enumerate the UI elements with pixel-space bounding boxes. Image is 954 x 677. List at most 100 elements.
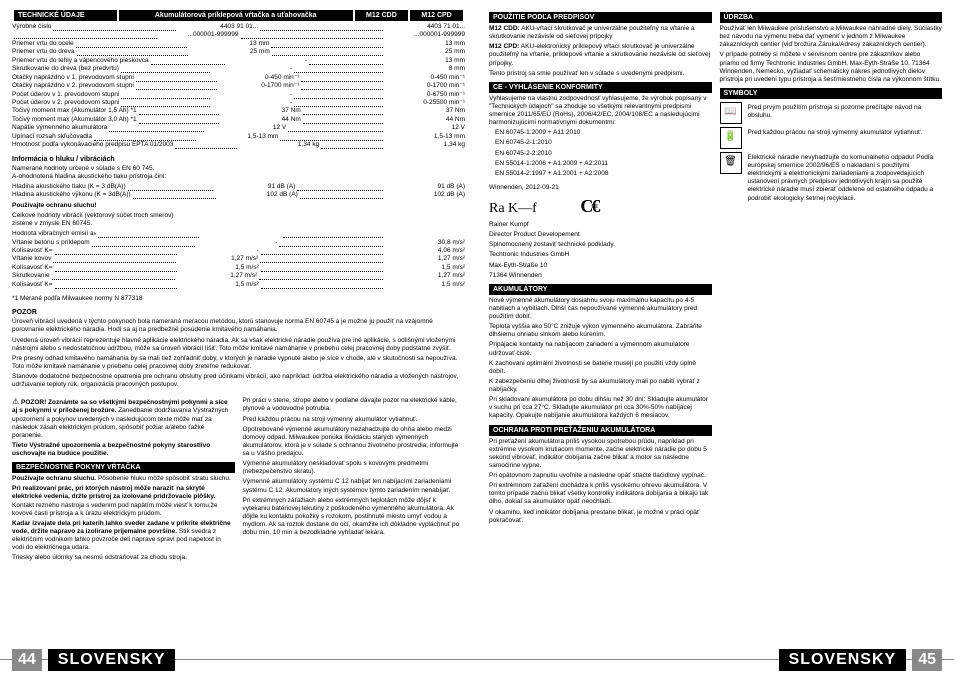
aku-p: Pripájacie kontakty na nabíjacom zariade… xyxy=(489,341,712,357)
th-3: M12 CDD xyxy=(355,10,408,21)
spec-row: Napätie výmenného akumulátora12 V12 V xyxy=(12,124,465,132)
spec-row: Upínací rozsah skľučovadla1,5-13 mm1,5-1… xyxy=(12,133,465,141)
ce-norm: EN 55014-2:1997 + A1:2001 + A2:2008 xyxy=(495,170,712,178)
spec-row: Hmotnosť podľa vykonávacieho predpisu EP… xyxy=(12,141,465,149)
left-page: TECHNICKÉ ÚDAJEAkumulátorová príklepová … xyxy=(0,0,477,677)
pozor-p: Stanovte dodatočné bezpečnostné opatreni… xyxy=(12,373,465,389)
spec-row: Otáčky naprázdno v 1. prevodovom stupni0… xyxy=(12,74,465,82)
ce-norm: EN 60745-1:2009 + A11:2010 xyxy=(495,129,712,137)
spec-row: Počet úderov v 1. prevodovom stupni-0-67… xyxy=(12,91,465,99)
ochrana-p: Pri extrémnom zaťažení dochádza k príliš… xyxy=(489,482,712,506)
spec-row: Otáčky naprázdno v 2. prevodovom stupni0… xyxy=(12,82,465,90)
ce-norm: EN 60745-2-1:2010 xyxy=(495,139,712,147)
th-1: TECHNICKÉ ÚDAJE xyxy=(14,10,117,21)
aku-p: Pri skladovaní akumulátora po dobu dlhši… xyxy=(489,396,712,420)
noise-title: Informácia o hluku / vibráciách xyxy=(12,156,465,163)
ce-addr: 71364 Winnenden xyxy=(489,272,712,280)
pouzitie-p: M12 CDD: AKU-vŕtací skrutkovač je univer… xyxy=(489,25,712,41)
footer-left: 44 SLOVENSKY xyxy=(12,649,175,671)
pozor-p: Pre presný odhad kmitavého namáhania by … xyxy=(12,355,465,371)
th-2: Akumulátorová príklepová vŕtačka a uťaho… xyxy=(119,10,353,21)
rc-p: Opotrebované výmenné akumulátory nezahad… xyxy=(243,426,466,459)
spec-row: Hladina akustického výkonu (K = 3dB(A))1… xyxy=(12,191,465,199)
signature: Ra K—f C€ xyxy=(489,196,712,217)
lang-left: SLOVENSKY xyxy=(48,649,176,671)
aku-h: AKUMULÁTORY xyxy=(489,284,712,295)
vib-intro: Celkové hodnoty vibrácií (vektorový súče… xyxy=(12,212,465,228)
bezp-h: BEZPEČNOSTNÉ POKYNY VŔTAČKA xyxy=(12,462,235,473)
spec-row: Točivý moment max (Akumulátor 1,5 Ah) *1… xyxy=(12,107,465,115)
symbol-row: 🔋Pred každou prácou na stroji výmenný ak… xyxy=(720,127,943,149)
right-page: POUŽITIE PODĽA PREDPISOV M12 CDD: AKU-vŕ… xyxy=(477,0,954,677)
page-44: 44 xyxy=(12,649,42,671)
ochrana-p: Pri preťažení akumulátora príliš vysokou… xyxy=(489,438,712,471)
spec-row: Vŕtanie kovov1,27 m/s²1,27 m/s² xyxy=(12,255,465,263)
rc-p: Pri práci v stene, strope alebo v podlah… xyxy=(243,397,466,413)
header-table: TECHNICKÉ ÚDAJEAkumulátorová príklepová … xyxy=(12,8,465,23)
bezp-p: Používajte ochranu sluchu. Pôsobenie hlu… xyxy=(12,475,235,483)
symbol-row: 📖Pred prvým použitím prístroja si pozorn… xyxy=(720,102,943,124)
spec-row: Kolísavosť K=1,5 m/s²1,5 m/s² xyxy=(12,264,465,272)
pozor-p: Uvedená úroveň vibrácií reprezentuje hla… xyxy=(12,337,465,353)
th-4: M12 CPD xyxy=(410,10,463,21)
rc-p: Pred každou prácou na stroji výmenný aku… xyxy=(243,416,466,424)
aku-p: Teplota vyššia ako 50°C znižuje výkon vý… xyxy=(489,323,712,339)
udrzba-h: ÚDRZBA xyxy=(720,12,943,23)
pouzitie-p: Tento prístroj sa smie používať len v sú… xyxy=(489,70,712,78)
spec-row: Hodnota vibračných emisií aₕ xyxy=(12,230,465,238)
spec-row: Priemer vrtu do dreva25 mm25 mm xyxy=(12,48,465,56)
ce-name: Rainer Kumpf xyxy=(489,221,712,229)
bezp-p: Pri realizovaní prác, pri ktorých nástro… xyxy=(12,485,235,518)
spec-row: Točivý moment max (Akumulátor 3,0 Ah) *1… xyxy=(12,116,465,124)
ochrana-h: OCHRANA PROTI PREŤAŽENIU AKUMULÁTORA xyxy=(489,425,712,436)
symbol-icon: 🔋 xyxy=(720,127,742,149)
aku-p: Nové výmenné akumulátory dosiahnu svoju … xyxy=(489,297,712,321)
symbol-row: 🗑Elektrické náradie nevyhadzujte do komu… xyxy=(720,152,943,205)
spec-row: Kolísavosť K=-4,06 m/s² xyxy=(12,247,465,255)
ochrana-p: Pri opätovnom zapnutiu uvoľnite a násled… xyxy=(489,472,712,480)
spec-row: Hladina akustického tlaku (K = 3 dB(A))9… xyxy=(12,183,465,191)
ce-norm: EN 55014-1:2006 + A1:2009 + A2:2011 xyxy=(495,160,712,168)
udrzba-p: V prípade potreby si môžete v servisnom … xyxy=(720,51,943,84)
ce-date: Winnenden, 2012-09-21 xyxy=(489,184,712,192)
pouzitie-h: POUŽITIE PODĽA PREDPISOV xyxy=(489,12,712,23)
spec-row: Skrutkovanie1,27 m/s²1,27 m/s² xyxy=(12,272,465,280)
udrzba-p: Používať len Milwaukee príslušenstvo a M… xyxy=(720,25,943,49)
aku-p: K zachovaní optimální životnosti se bate… xyxy=(489,360,712,376)
safety-head: ⚠ POZOR! Zoznámte sa so všetkými bezpečn… xyxy=(12,397,235,440)
spec-row: ...000001-999999...000001-999999 xyxy=(12,31,465,39)
symbol-icon: 📖 xyxy=(720,102,742,124)
page-45: 45 xyxy=(912,649,942,671)
noise-intro: Namerané hodnoty určené v súlade s EN 60… xyxy=(12,165,465,181)
footnote: *1 Merané podľa Milwaukee normy N 877318 xyxy=(12,295,465,303)
rc-p: Výmenné akumulátory neskladovať spolu s … xyxy=(243,460,466,476)
ochrana-p: V okamihu, keď indikátor dobíjania prest… xyxy=(489,509,712,525)
spec-row: Priemer vrtu do ocele13 mm13 mm xyxy=(12,40,465,48)
ce-norm: EN 60745-2-2:2010 xyxy=(495,150,712,158)
symbol-icon: 🗑 xyxy=(720,152,742,174)
spec-row: Počet úderov v 2. prevodovom stupni-0-25… xyxy=(12,99,465,107)
spec-row: Kolísavosť K=1,5 m/s²1,5 m/s² xyxy=(12,281,465,289)
spec-row: Skrutkovanie do dreva (bez predvrtu)-8 m… xyxy=(12,65,465,73)
rc-p: Výmenné akumulátory systému C 12 nabíjať… xyxy=(243,478,466,494)
rc-p: Pri extrémnych záťažiach alebo extrémnyc… xyxy=(243,497,466,538)
footer-right: SLOVENSKY 45 xyxy=(779,649,942,671)
pouzitie-p: M12 CPD: AKU-elektronický príklepový vŕt… xyxy=(489,43,712,67)
ce-addr: Techtronic Industries GmbH xyxy=(489,251,712,259)
ce-addr: Splnomocnený zostaviť technické podklady… xyxy=(489,241,712,249)
noise-warn: Používajte ochranu sluchu! xyxy=(12,202,465,210)
aku-p: K zabezpečeniu dlhej životnosti by sa ak… xyxy=(489,378,712,394)
lang-right: SLOVENSKY xyxy=(779,649,907,671)
spec-row: Priemer vrtu do tehly a vápencového pies… xyxy=(12,57,465,65)
pozor-p: Úroveň vibrácií uvedená v týchto pokynoc… xyxy=(12,318,465,334)
ce-txt: Vyhlasujeme na vlastnú zodpovednosť vyhl… xyxy=(489,95,712,128)
spec-row: Výrobné číslo4403 91 01...4403 71 01... xyxy=(12,23,465,31)
ce-addr: Max-Eyth-Straße 10 xyxy=(489,262,712,270)
pozor-h: POZOR xyxy=(12,309,465,316)
bezp-p: Kadar izvajate dela pri katerih lahko sv… xyxy=(12,520,235,553)
ce-role: Director Product Developement xyxy=(489,231,712,239)
safety2: Tieto Výstražné upozornenia a bezpečnost… xyxy=(12,442,235,458)
bezp-p: Triesky alebo úlomky sa nesmú odstraňova… xyxy=(12,554,235,562)
spec-row: Vŕtanie betónu s príklepom-30,8 m/s² xyxy=(12,239,465,247)
ce-h: CE - VYHLÁSENIE KONFORMITY xyxy=(489,82,712,93)
